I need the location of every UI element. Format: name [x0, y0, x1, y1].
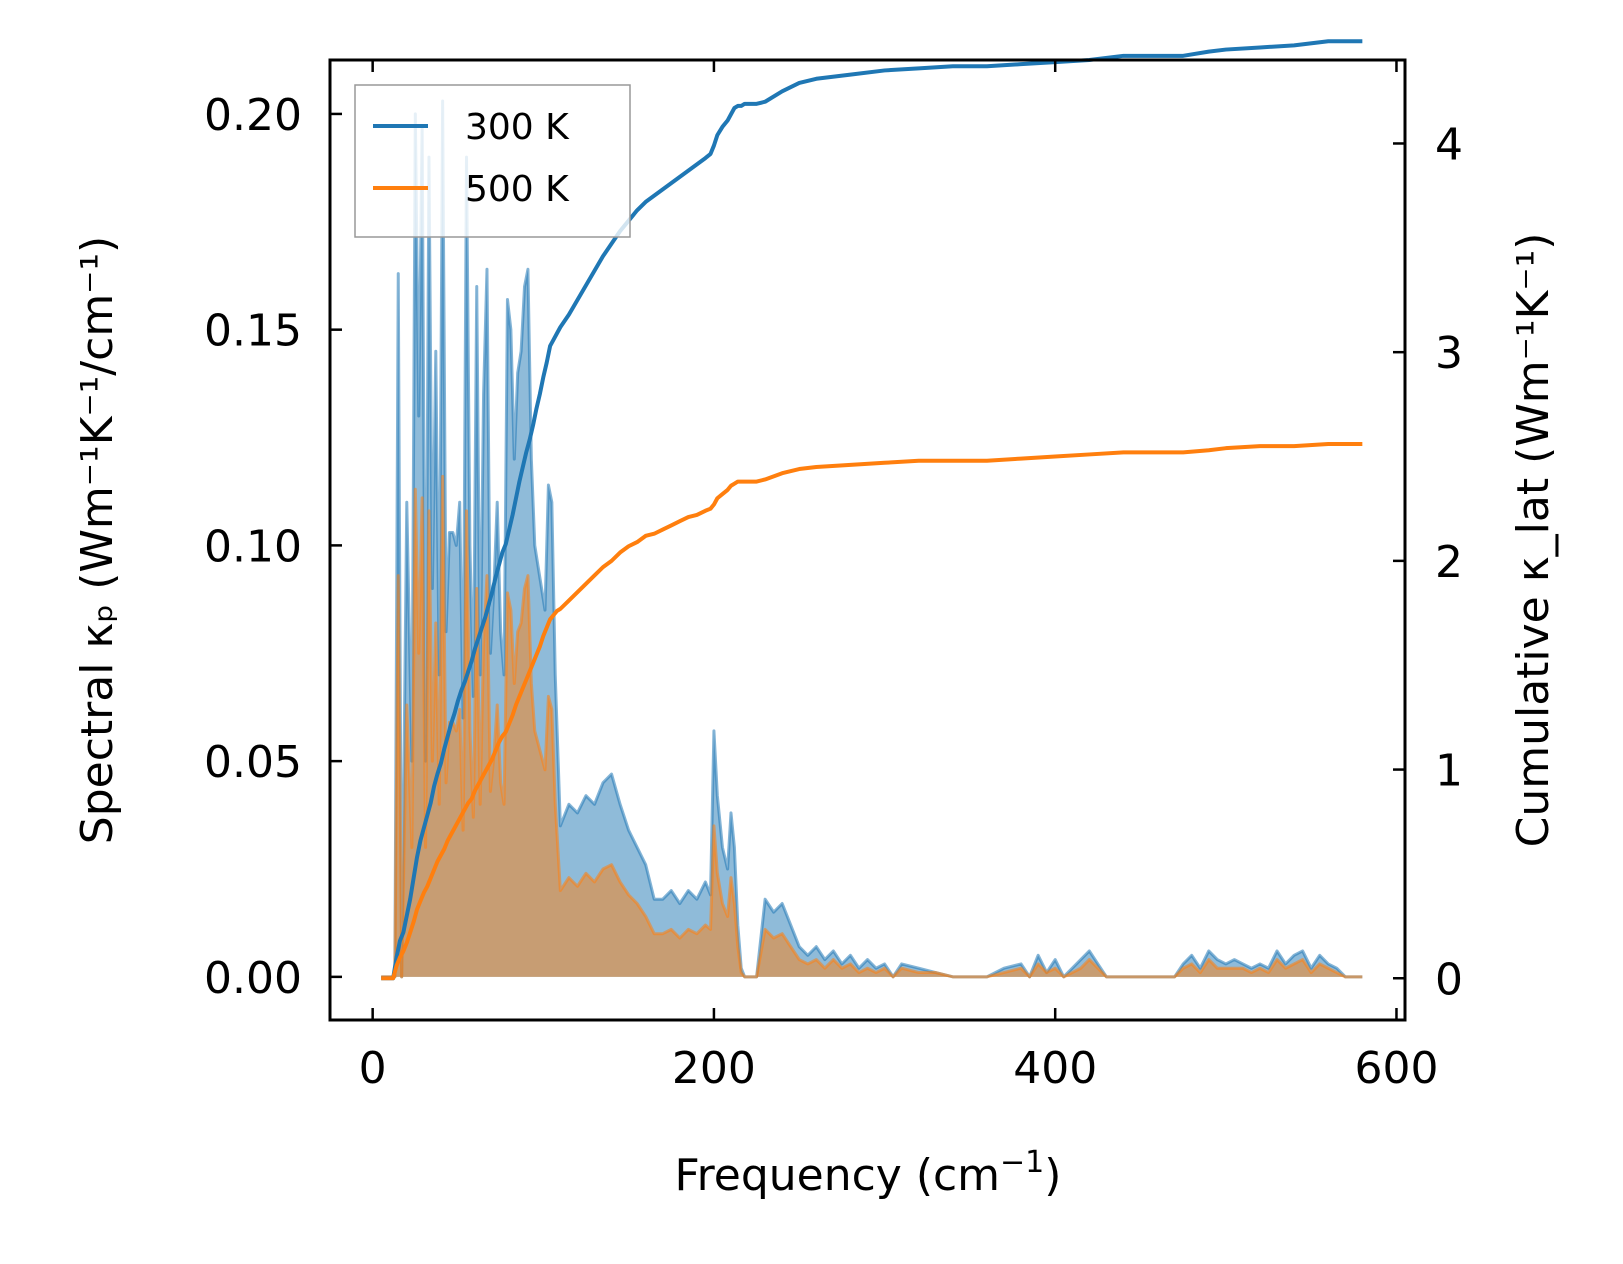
x-tick-label: 400 — [1013, 1043, 1097, 1094]
right-y-tick-label: 2 — [1435, 537, 1463, 588]
right-y-tick-label: 4 — [1435, 119, 1463, 170]
plot-frame — [328, 58, 1407, 1022]
legend: 300 K 500 K — [354, 84, 631, 238]
legend-label-300k: 300 K — [465, 107, 570, 148]
cumulative-line-300k — [381, 39, 1363, 981]
left-axis-title: Spectral κₚ (Wm⁻¹K⁻¹/cm⁻¹) — [72, 236, 123, 844]
right-y-tick-label: 3 — [1435, 328, 1463, 379]
left-y-tick-label: 0.15 — [204, 306, 302, 357]
x-axis-title-main: Frequency (cm — [675, 1150, 1001, 1201]
legend-label-500k: 500 K — [465, 169, 570, 210]
right-axis-title: Cumulative κ_lat (Wm⁻¹K⁻¹) — [1508, 233, 1559, 848]
x-tick-label: 600 — [1354, 1043, 1438, 1094]
left-y-tick-label: 0.10 — [204, 521, 302, 572]
x-axis-title-close: ) — [1044, 1150, 1061, 1201]
x-axis-title-sup: −1 — [1000, 1145, 1044, 1180]
left-y-tick-label: 0.20 — [204, 90, 302, 141]
cumulative-line-500k — [381, 442, 1363, 981]
spectral-area-500k — [381, 476, 1363, 977]
left-y-tick-label: 0.00 — [204, 953, 302, 1004]
x-tick-label: 200 — [672, 1043, 756, 1094]
x-axis-title: Frequency (cm−1) — [675, 1145, 1062, 1201]
left-axis-ticks: 0.00 0.05 0.10 0.15 0.20 — [204, 90, 342, 1004]
x-tick-label: 0 — [359, 1043, 387, 1094]
spectral-line-500k — [381, 474, 1363, 979]
right-y-tick-label: 0 — [1435, 954, 1463, 1005]
legend-box — [354, 84, 631, 238]
spectral-fills — [381, 99, 1363, 979]
left-y-tick-label: 0.05 — [204, 737, 302, 788]
data-lines — [381, 39, 1363, 981]
right-axis-ticks: 0 1 2 3 4 — [1393, 119, 1463, 1005]
x-axis-ticks: 0 200 400 600 — [359, 60, 1438, 1094]
right-y-tick-label: 1 — [1435, 746, 1463, 797]
